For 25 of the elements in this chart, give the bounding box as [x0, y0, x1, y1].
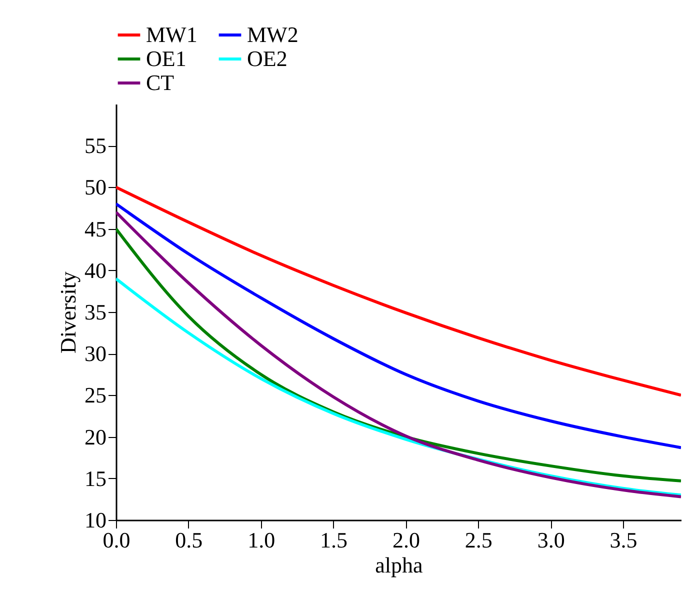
y-tick-label: 30: [84, 341, 106, 366]
y-tick-label: 35: [84, 300, 106, 324]
x-tick-label: 3.0: [537, 528, 565, 552]
line-series: [116, 202, 681, 450]
x-tick-label: 0.5: [175, 528, 203, 552]
legend-label: MW1: [146, 22, 198, 47]
legend-label: OE1: [146, 46, 186, 71]
x-tick-label: 2.5: [464, 528, 492, 552]
y-axis-title: Diversity: [56, 272, 80, 354]
legend-label: MW2: [247, 22, 298, 47]
legend-label: OE2: [247, 46, 288, 71]
y-tick-label: 50: [84, 174, 106, 200]
y-tick-label: 45: [84, 216, 106, 242]
line-series: [116, 186, 681, 397]
x-tick-label: 3.5: [610, 528, 638, 552]
x-axis-title: alpha: [375, 552, 424, 578]
y-tick-label: 40: [84, 258, 106, 283]
x-tick-label: 1.5: [320, 528, 348, 552]
x-tick-label: 1.0: [248, 528, 276, 552]
y-tick-label: 15: [84, 466, 106, 491]
y-tick-label: 25: [84, 382, 106, 408]
y-tick-label: 55: [84, 133, 106, 158]
x-tick-label: 2.0: [392, 528, 420, 552]
y-tick-label: 20: [84, 424, 106, 450]
legend-label: CT: [146, 70, 175, 95]
